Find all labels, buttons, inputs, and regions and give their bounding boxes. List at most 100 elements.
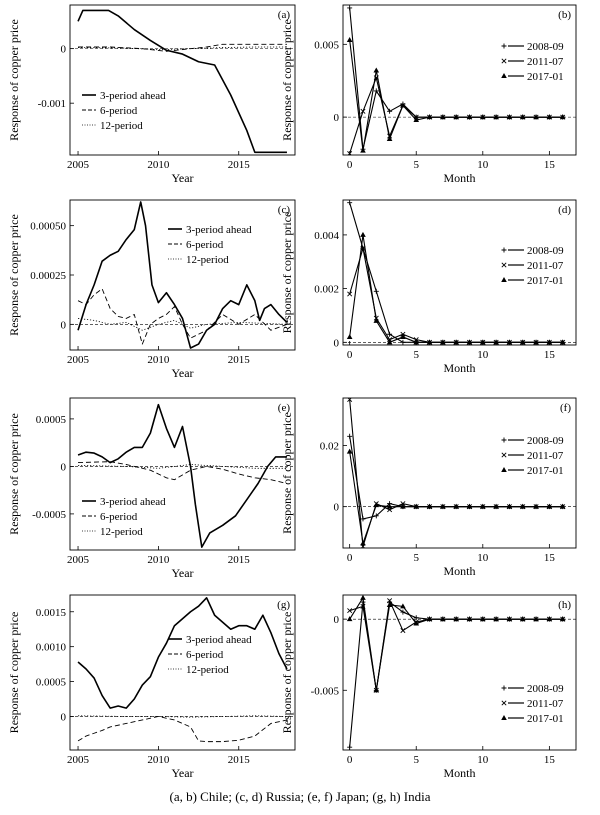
data-point-marker [347, 151, 353, 155]
legend: 2008-09 2011-07 2017-01 [501, 435, 564, 477]
x-tick-label: 2005 [67, 354, 90, 366]
panel-label: (e) [278, 402, 291, 414]
y-tick-label: 0.0015 [36, 607, 67, 619]
panel-g: 2005 2010 2015 0.0015 0.0010 0.0005 0 Year Respo… [7, 594, 296, 780]
legend: 3-period ahead 6-period 12-period [82, 496, 166, 538]
data-point-marker [519, 339, 526, 345]
data-point-marker [400, 102, 406, 108]
data-point-marker [426, 114, 433, 120]
x-tick-label: 15 [544, 754, 556, 766]
data-point-marker [387, 331, 393, 337]
legend-label: 6-period [100, 511, 138, 523]
panel-a: 2005 2010 2015 0 -0.001 Year Response of coppe… [7, 4, 296, 185]
series-line-12-period [78, 464, 287, 469]
legend-marker [501, 73, 507, 78]
data-point-marker [386, 601, 393, 607]
panel-f: 0 5 10 15 0.02 0 Month Response of copper price… [280, 397, 577, 578]
legend-label: 2017-01 [527, 465, 564, 477]
figure-caption: (a, b) Chile; (c, d) Russia; (e, f) Japa… [169, 789, 431, 804]
y-axis-label: Response of copper price [280, 19, 294, 141]
legend-marker [501, 58, 507, 64]
legend-label: 2011-07 [527, 56, 564, 68]
x-tick-label: 0 [347, 349, 353, 361]
data-point-marker [453, 616, 459, 622]
data-point-marker [400, 501, 406, 507]
legend-label: 3-period ahead [186, 224, 252, 236]
x-tick-label: 10 [477, 754, 489, 766]
data-point-marker [493, 339, 499, 345]
legend-label: 3-period ahead [186, 634, 252, 646]
data-point-marker [493, 616, 499, 622]
data-point-marker [453, 503, 459, 509]
data-point-marker [519, 114, 526, 120]
legend-label: 12-period [186, 254, 229, 266]
data-point-marker [533, 114, 539, 120]
data-point-marker [466, 114, 473, 120]
series-group [346, 398, 566, 548]
x-tick-label: 5 [413, 754, 419, 766]
data-point-marker [373, 67, 380, 73]
y-tick-label: 0 [61, 711, 67, 723]
data-point-marker [453, 114, 459, 120]
plot-frame [342, 594, 577, 751]
y-axis-label: Response of copper price [7, 413, 21, 535]
x-tick-label: 2005 [67, 159, 90, 171]
series-group [77, 403, 288, 548]
y-tick-label: 0 [334, 337, 340, 349]
series-group [346, 5, 566, 155]
x-tick-label: 0 [347, 159, 353, 171]
legend-label: 2008-09 [527, 435, 564, 447]
x-tick-label: 2015 [228, 554, 251, 566]
data-point-marker [360, 147, 366, 153]
legend-label: 6-period [100, 105, 138, 117]
x-axis-label: Month [443, 171, 475, 185]
legend-label: 2011-07 [527, 450, 564, 462]
series-group [346, 200, 566, 345]
data-point-marker [400, 603, 406, 609]
data-point-marker [559, 339, 566, 345]
data-point-marker [453, 339, 459, 345]
data-point-marker [360, 540, 366, 546]
series-line-3-period ahead [77, 403, 287, 548]
data-point-marker [400, 609, 406, 615]
data-point-marker [413, 339, 420, 345]
legend: 3-period ahead 6-period 12-period [82, 90, 166, 132]
y-tick-label: -0.0005 [32, 509, 66, 521]
data-point-marker [440, 616, 446, 622]
data-point-marker [346, 616, 353, 622]
y-tick-label: 0 [61, 319, 67, 331]
x-tick-label: 2015 [228, 159, 251, 171]
data-point-marker [360, 108, 366, 114]
data-point-marker [426, 616, 433, 622]
y-tick-label: 0 [334, 502, 340, 514]
data-point-marker [519, 503, 526, 509]
y-tick-label: -0.005 [311, 685, 340, 697]
x-tick-label: 10 [477, 552, 489, 564]
series-line-3-period ahead [77, 9, 287, 154]
series-line-2008-09 [349, 601, 563, 748]
data-point-marker [506, 503, 513, 509]
y-tick-label: 0.02 [320, 440, 339, 452]
x-tick-label: 2010 [147, 554, 170, 566]
data-point-marker [426, 339, 433, 345]
data-point-marker [559, 616, 566, 622]
y-axis-label: Response of copper price [7, 214, 21, 336]
y-tick-label: 0.0010 [36, 642, 67, 654]
data-point-marker [506, 114, 513, 120]
x-axis-label: Year [171, 566, 193, 580]
legend-label: 12-period [100, 526, 143, 538]
data-point-marker [347, 608, 353, 614]
y-tick-label: 0.0005 [36, 414, 67, 426]
data-point-marker [373, 687, 380, 693]
x-tick-label: 15 [544, 159, 556, 171]
data-point-marker [347, 200, 353, 206]
data-point-marker [347, 433, 353, 439]
legend-marker [501, 715, 507, 720]
y-tick-label: 0.005 [314, 39, 339, 51]
x-tick-label: 2015 [228, 754, 251, 766]
data-point-marker [346, 333, 353, 339]
legend-label: 12-period [186, 664, 229, 676]
x-tick-label: 5 [413, 552, 419, 564]
x-tick-label: 15 [544, 552, 556, 564]
